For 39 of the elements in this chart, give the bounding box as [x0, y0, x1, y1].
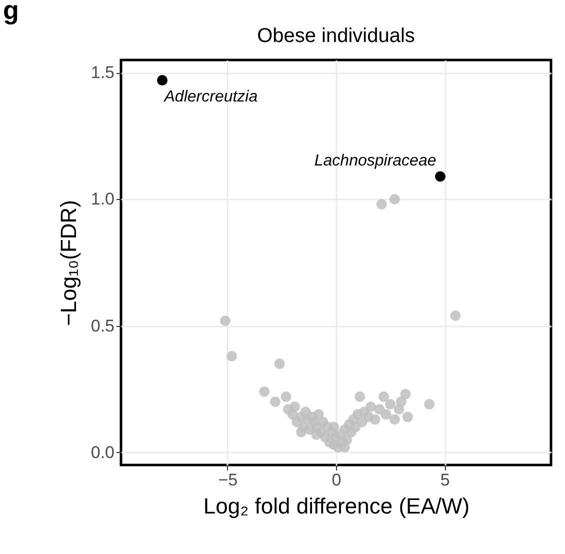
point [313, 409, 324, 420]
point [354, 391, 366, 402]
x-axis-title: Log₂ fold difference (EA/W) [203, 494, 470, 518]
point [270, 396, 280, 407]
point [376, 199, 387, 210]
point [366, 402, 376, 412]
y-tick-label: 0.5 [90, 316, 114, 336]
x-tick-label: −5 [218, 470, 238, 490]
chart-title: Obese individuals [257, 25, 415, 47]
point [450, 310, 461, 321]
point [380, 409, 392, 420]
point [259, 386, 270, 397]
point [400, 388, 411, 400]
point [424, 399, 435, 410]
text: g [3, 0, 19, 25]
point [378, 391, 390, 402]
point [289, 402, 300, 412]
point [389, 194, 400, 204]
point [389, 414, 400, 425]
point [220, 315, 230, 326]
y-tick-label: 0.0 [90, 442, 114, 462]
x-tick-label: 5 [440, 470, 450, 490]
y-axis-title: −Log₁₀(FDR) [56, 200, 81, 326]
point [396, 396, 406, 407]
point [370, 414, 380, 425]
point [226, 350, 237, 362]
point [328, 422, 340, 432]
point [280, 391, 292, 402]
point [157, 75, 168, 86]
y-tick-label: 1.5 [90, 63, 114, 82]
point [435, 171, 446, 182]
point [402, 412, 413, 422]
point [274, 358, 285, 369]
y-tick-label: 1.0 [90, 190, 114, 209]
point [385, 399, 396, 410]
annotation: Adlercreutzia [163, 88, 258, 106]
point [342, 434, 352, 445]
x-tick-label: 0 [332, 470, 342, 490]
annotation: Lachnospiraceae [314, 152, 436, 170]
